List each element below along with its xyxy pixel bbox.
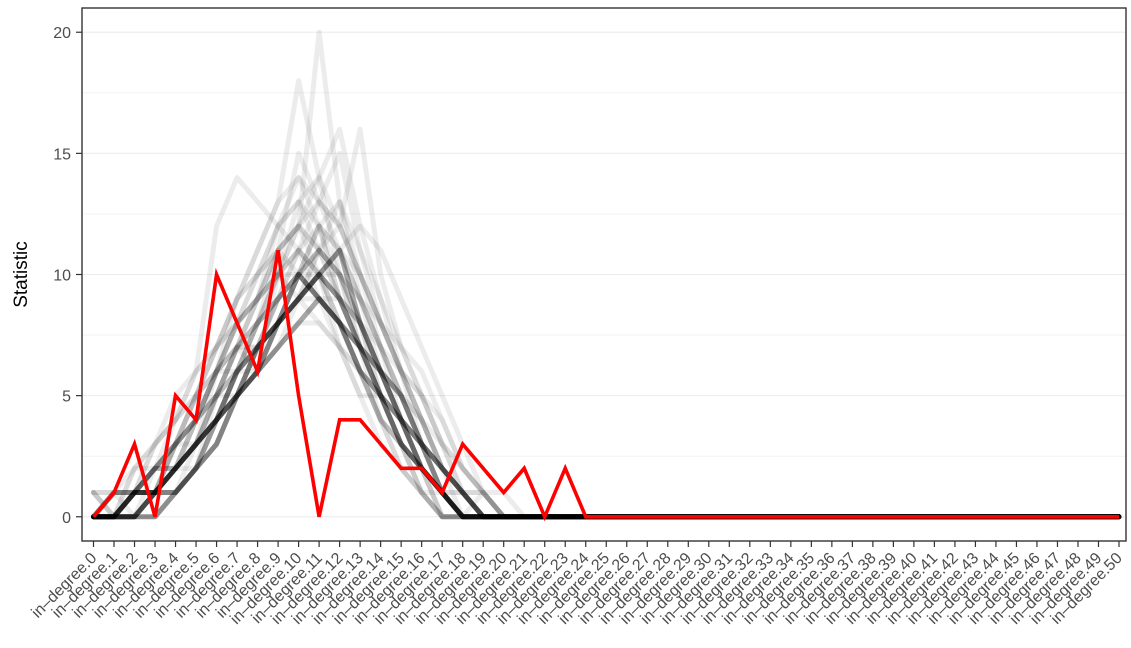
y-axis: 0 5 10 15 20 [53,25,82,527]
observed-series-line [92,249,1119,522]
y-tick-label-20: 20 [53,25,71,42]
y-axis-title: Statistic [11,241,32,308]
y-tick-label-15: 15 [53,146,71,163]
observed-series-group [92,249,1119,522]
y-tick-label-0: 0 [62,510,71,527]
grid-lines [82,31,1126,518]
y-tick-label-10: 10 [53,268,71,285]
x-axis: in–degree.0in–degree.1in–degree.2in–degr… [29,541,1126,628]
y-tick-label-5: 5 [62,389,71,406]
